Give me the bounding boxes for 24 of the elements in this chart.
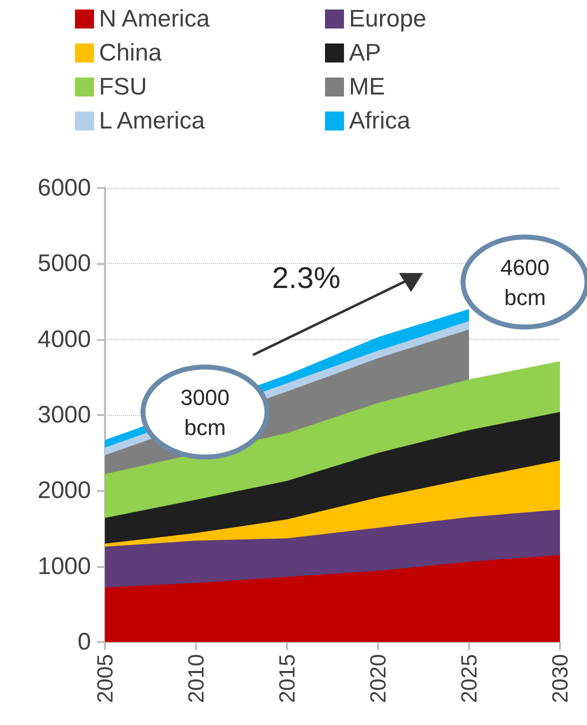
x-tick-label: 2020	[366, 654, 390, 703]
x-tick-label: 2010	[184, 654, 208, 703]
y-tick-label: 2000	[38, 477, 91, 504]
y-tick-label: 1000	[38, 552, 91, 580]
y-tick-label: 4000	[38, 326, 91, 353]
annotation: 2.3%	[272, 262, 340, 295]
x-tick-label: 2030	[548, 654, 572, 703]
legend-label: Africa	[349, 108, 411, 134]
legend-label: China	[99, 40, 162, 66]
x-tick-label: 2005	[92, 654, 118, 703]
annotation: 4600 bcm	[500, 255, 550, 310]
legend-label: N America	[99, 6, 210, 32]
annotation: 3000 bcm	[180, 385, 230, 440]
y-tick-label: 3000	[38, 402, 91, 428]
y-tick-label: 6000	[38, 174, 91, 202]
legend-label: Europe	[349, 6, 426, 32]
x-tick-label: 2015	[274, 654, 300, 703]
y-tick-label: 0	[78, 628, 91, 656]
x-tick-label: 2025	[456, 654, 482, 703]
legend-label: ME	[349, 74, 385, 100]
legend-label: FSU	[99, 74, 147, 100]
legend-label: AP	[349, 40, 382, 66]
y-tick-label: 5000	[38, 250, 91, 278]
legend-label: L America	[99, 108, 206, 134]
